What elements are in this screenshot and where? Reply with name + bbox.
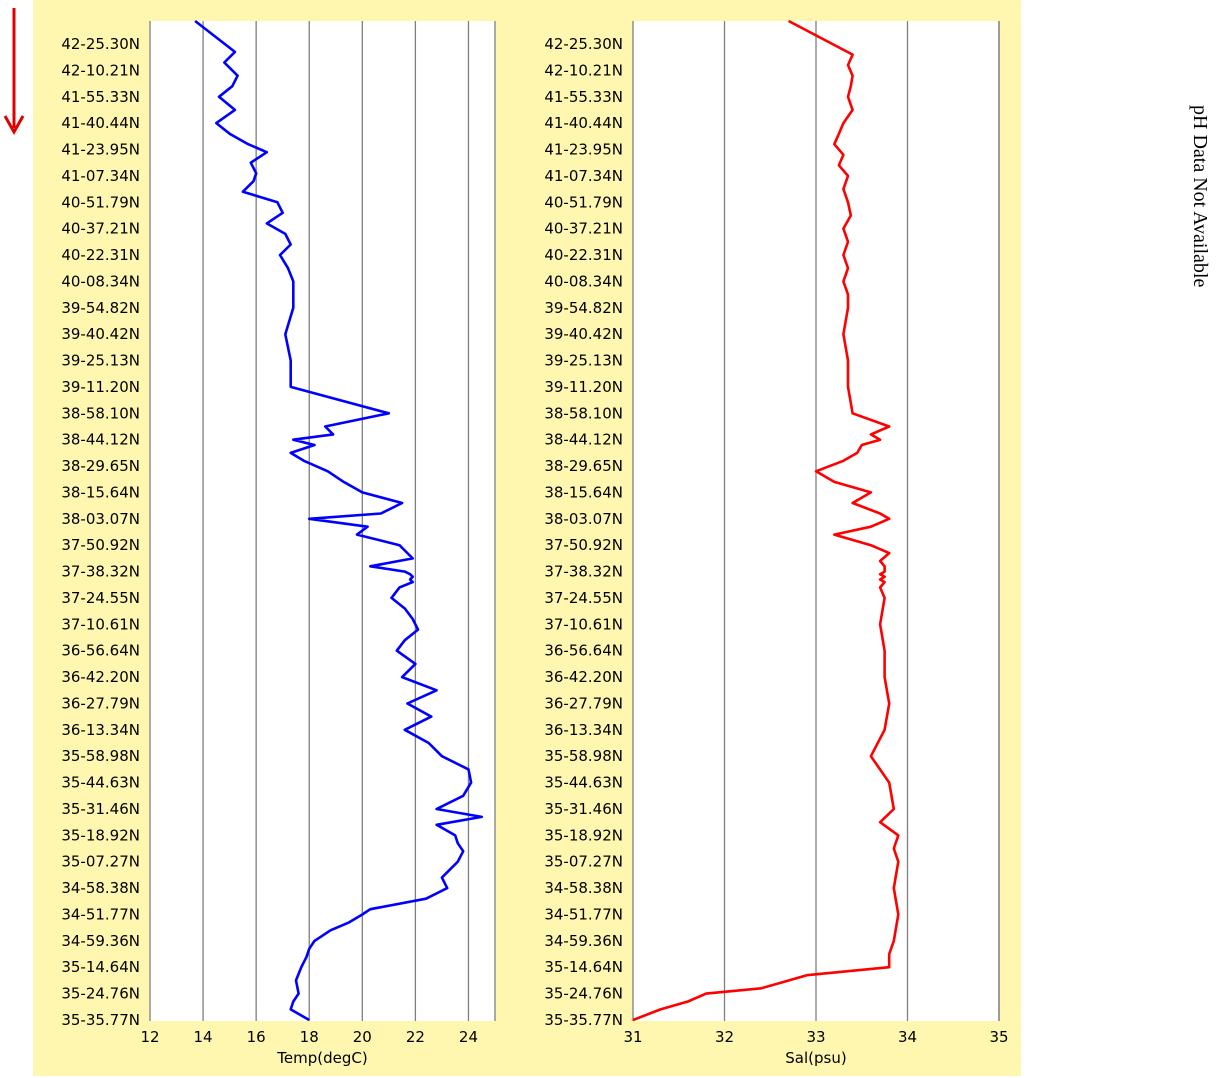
arrow-head [3,115,25,136]
temp-y-tick-label: 37-38.32N [61,563,140,581]
sal-y-tick-label: 35-24.76N [544,985,623,1003]
temp-y-tick-label: 42-10.21N [61,61,140,79]
sal-y-tick-label: 40-51.79N [544,193,623,211]
sal-y-tick-label: 37-24.55N [544,589,623,607]
temp-x-tick-label: 20 [353,1028,372,1046]
temp-y-tick-label: 41-55.33N [61,88,140,106]
temp-y-tick-label: 34-51.77N [61,905,140,923]
sal-y-tick-label: 38-44.12N [544,431,623,449]
sal-y-tick-label: 35-07.27N [544,853,623,871]
sal-x-tick-label: 35 [989,1028,1008,1046]
sal-y-tick-label: 38-58.10N [544,404,623,422]
temp-y-tick-label: 39-40.42N [61,325,140,343]
sal-y-tick-label: 39-54.82N [544,299,623,317]
sal-y-tick-label: 40-37.21N [544,220,623,238]
sal-y-tick-label: 35-31.46N [544,800,623,818]
temp-y-tick-label: 38-03.07N [61,510,140,528]
sal-y-tick-label: 34-59.36N [544,932,623,950]
salinity-chart: 42-25.30N 42-10.21N 41-55.33N 41-40.44N 41-2… [544,19,1009,1067]
temp-y-tick-label: 40-51.79N [61,193,140,211]
temp-y-tick-label: 38-15.64N [61,483,140,501]
sal-x-tick-label: 31 [623,1028,642,1046]
temp-y-tick-label: 35-24.76N [61,985,140,1003]
sal-y-tick-label: 38-29.65N [544,457,623,475]
temp-y-tick-label: 35-18.92N [61,826,140,844]
temp-y-tick-label: 34-58.38N [61,879,140,897]
sal-y-tick-label: 34-58.38N [544,879,623,897]
ph-unavailable-note: pH Data Not Available [1189,105,1211,288]
sal-y-tick-label: 41-40.44N [544,114,623,132]
sal-y-tick-label: 35-44.63N [544,774,623,792]
temp-y-tick-label: 36-42.20N [61,668,140,686]
temp-y-tick-label: 39-54.82N [61,299,140,317]
sal-y-tick-label: 34-51.77N [544,905,623,923]
sal-y-tick-label: 37-10.61N [544,615,623,633]
temp-y-tick-label: 38-44.12N [61,431,140,449]
sal-y-tick-label: 35-14.64N [544,958,623,976]
sal-y-tick-label: 35-58.98N [544,747,623,765]
temp-y-tick-label: 38-58.10N [61,404,140,422]
temp-y-tick-label: 36-56.64N [61,642,140,660]
temp-x-tick-label: 18 [300,1028,319,1046]
sal-y-tick-label: 38-03.07N [544,510,623,528]
temp-y-tick-label: 35-35.77N [61,1011,140,1029]
temp-y-tick-label: 40-22.31N [61,246,140,264]
temp-y-tick-label: 41-23.95N [61,141,140,159]
temp-y-tick-label: 41-07.34N [61,167,140,185]
sal-y-tick-label: 41-23.95N [544,141,623,159]
temp-y-tick-label: 40-37.21N [61,220,140,238]
temp-x-tick-label: 24 [459,1028,478,1046]
sal-y-tick-label: 37-38.32N [544,563,623,581]
temp-y-tick-label: 40-08.34N [61,272,140,290]
sal-y-tick-label: 41-07.34N [544,167,623,185]
temp-y-tick-label: 36-13.34N [61,721,140,739]
sal-y-tick-label: 36-56.64N [544,642,623,660]
sal-y-tick-label: 40-22.31N [544,246,623,264]
temp-y-tick-label: 38-29.65N [61,457,140,475]
temperature-chart: 42-25.30N 42-10.21N 41-55.33N 41-40.44N 41-2… [61,19,496,1067]
temp-y-tick-label: 37-10.61N [61,615,140,633]
temp-x-tick-label: 16 [247,1028,266,1046]
sal-y-tick-label: 42-10.21N [544,61,623,79]
sal-y-tick-label: 40-08.34N [544,272,623,290]
temp-y-tick-label: 39-11.20N [61,378,140,396]
sal-x-axis-label: Sal(psu) [785,1049,846,1067]
temp-y-tick-label: 36-27.79N [61,694,140,712]
temp-y-tick-label: 35-44.63N [61,774,140,792]
temp-y-tick-label: 34-59.36N [61,932,140,950]
sal-y-tick-label: 39-11.20N [544,378,623,396]
temp-y-tick-label: 39-25.13N [61,352,140,370]
temp-x-axis-label: Temp(degC) [276,1049,367,1067]
sal-y-tick-label: 36-13.34N [544,721,623,739]
temp-x-tick-label: 22 [406,1028,425,1046]
temp-y-tick-label: 37-50.92N [61,536,140,554]
sal-y-tick-label: 37-50.92N [544,536,623,554]
sal-y-tick-label: 39-25.13N [544,352,623,370]
sal-y-tick-label: 35-35.77N [544,1011,623,1029]
sal-y-tick-label: 35-18.92N [544,826,623,844]
sal-y-tick-label: 38-15.64N [544,483,623,501]
temp-y-tick-label: 35-14.64N [61,958,140,976]
temp-x-tick-label: 12 [140,1028,159,1046]
temp-y-tick-label: 41-40.44N [61,114,140,132]
temp-y-tick-label: 37-24.55N [61,589,140,607]
sal-x-tick-label: 33 [806,1028,825,1046]
sal-series-line [632,19,900,1022]
temp-y-tick-label: 42-25.30N [61,35,140,53]
temp-series-line [194,19,484,1022]
sal-y-tick-label: 36-27.79N [544,694,623,712]
sal-y-tick-label: 39-40.42N [544,325,623,343]
temp-x-tick-label: 14 [194,1028,213,1046]
temp-y-tick-label: 35-58.98N [61,747,140,765]
sal-y-tick-label: 42-25.30N [544,35,623,53]
temp-y-tick-label: 35-07.27N [61,853,140,871]
sal-x-tick-label: 34 [898,1028,917,1046]
temp-y-tick-label: 35-31.46N [61,800,140,818]
sal-x-tick-label: 32 [715,1028,734,1046]
sal-y-tick-label: 41-55.33N [544,88,623,106]
sal-y-tick-label: 36-42.20N [544,668,623,686]
direction-arrow-icon [3,8,25,136]
